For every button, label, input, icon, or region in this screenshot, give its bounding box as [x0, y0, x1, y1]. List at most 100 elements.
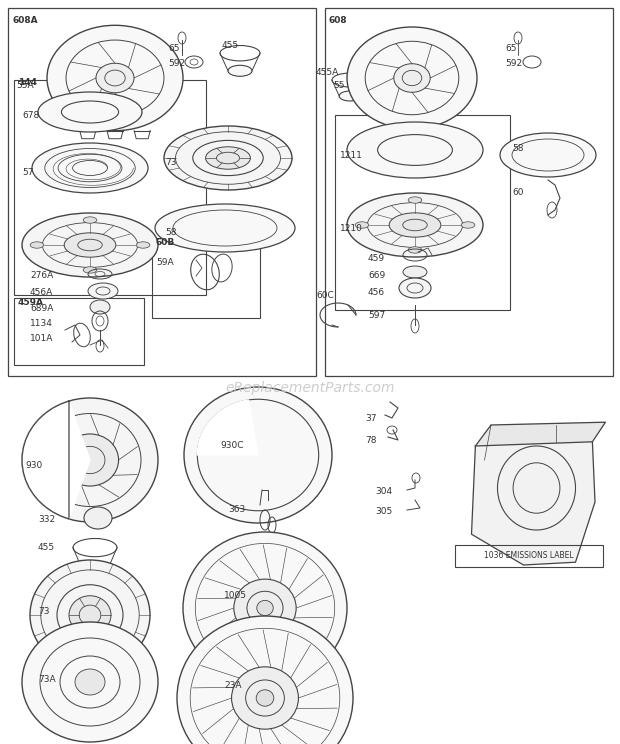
Ellipse shape	[84, 507, 112, 529]
Ellipse shape	[47, 25, 183, 131]
Text: 60B: 60B	[156, 237, 175, 246]
Ellipse shape	[408, 247, 422, 253]
Text: 592: 592	[505, 59, 522, 68]
Ellipse shape	[64, 233, 116, 257]
Ellipse shape	[403, 266, 427, 278]
Bar	[14, 80, 206, 295]
Ellipse shape	[69, 596, 111, 634]
Text: 59A: 59A	[156, 257, 174, 266]
Ellipse shape	[22, 398, 158, 522]
Text: 678: 678	[22, 111, 39, 120]
Bar	[152, 238, 260, 318]
Ellipse shape	[136, 242, 150, 248]
Ellipse shape	[30, 242, 44, 248]
Text: 65: 65	[505, 43, 516, 53]
Text: 78: 78	[365, 435, 376, 444]
Ellipse shape	[257, 600, 273, 615]
Text: 930: 930	[25, 461, 42, 469]
Text: 60C: 60C	[316, 290, 334, 300]
Ellipse shape	[164, 126, 292, 190]
Ellipse shape	[30, 560, 150, 670]
Text: 1036 EMISSIONS LABEL: 1036 EMISSIONS LABEL	[484, 551, 574, 560]
Ellipse shape	[206, 147, 250, 169]
Text: 455: 455	[222, 40, 239, 50]
Text: 73A: 73A	[38, 676, 56, 684]
Text: 55: 55	[333, 80, 345, 89]
Ellipse shape	[155, 204, 295, 252]
Bar	[14, 298, 144, 365]
Bar	[455, 545, 603, 567]
Ellipse shape	[184, 387, 332, 523]
Text: 363: 363	[228, 505, 246, 515]
Text: 23A: 23A	[224, 681, 242, 690]
Ellipse shape	[183, 532, 347, 684]
Text: 1134: 1134	[30, 318, 53, 327]
Ellipse shape	[82, 562, 108, 575]
Ellipse shape	[394, 64, 430, 92]
Text: 37: 37	[365, 414, 376, 423]
Ellipse shape	[256, 690, 274, 706]
Text: 455A: 455A	[316, 68, 339, 77]
Ellipse shape	[339, 91, 361, 101]
Ellipse shape	[38, 92, 142, 132]
Text: 455: 455	[38, 544, 55, 553]
Ellipse shape	[408, 197, 422, 203]
Text: 73: 73	[38, 608, 50, 617]
Polygon shape	[476, 422, 605, 446]
Ellipse shape	[75, 669, 105, 695]
Bar	[335, 115, 510, 310]
Text: 930C: 930C	[220, 440, 244, 449]
Bar	[325, 8, 613, 376]
Ellipse shape	[461, 222, 475, 228]
Text: 305: 305	[375, 507, 392, 516]
Ellipse shape	[90, 300, 110, 314]
Text: 332: 332	[38, 516, 55, 525]
Ellipse shape	[231, 667, 298, 729]
Text: 1210: 1210	[340, 223, 363, 233]
Polygon shape	[197, 400, 258, 455]
Text: 1005: 1005	[224, 591, 247, 600]
Ellipse shape	[177, 616, 353, 744]
Text: 1211: 1211	[340, 150, 363, 159]
Text: 456A: 456A	[30, 287, 53, 297]
Ellipse shape	[22, 622, 158, 742]
Ellipse shape	[61, 434, 118, 486]
Text: 669: 669	[368, 271, 385, 280]
Text: 608A: 608A	[12, 16, 38, 25]
Ellipse shape	[83, 267, 97, 273]
Text: 101A: 101A	[30, 333, 53, 342]
Ellipse shape	[399, 278, 431, 298]
Text: 73: 73	[165, 158, 177, 167]
Text: 608: 608	[329, 16, 348, 25]
Text: 597: 597	[368, 310, 385, 319]
Ellipse shape	[228, 65, 252, 77]
Text: 58: 58	[512, 144, 523, 153]
Ellipse shape	[83, 217, 97, 223]
Bar	[8, 8, 316, 376]
Text: 304: 304	[375, 487, 392, 496]
Ellipse shape	[22, 213, 158, 277]
Text: 456: 456	[368, 287, 385, 297]
Ellipse shape	[347, 193, 483, 257]
Ellipse shape	[96, 63, 134, 93]
Text: 592: 592	[168, 59, 185, 68]
Text: 55A: 55A	[16, 80, 33, 89]
Ellipse shape	[347, 27, 477, 129]
Text: 459A: 459A	[18, 298, 44, 307]
Ellipse shape	[234, 579, 296, 637]
Polygon shape	[22, 401, 90, 519]
Text: 459: 459	[368, 254, 385, 263]
Text: 276A: 276A	[30, 271, 53, 280]
Ellipse shape	[389, 213, 441, 237]
Text: 57: 57	[22, 167, 33, 176]
Text: 65: 65	[168, 43, 180, 53]
Text: 144: 144	[18, 77, 37, 86]
Ellipse shape	[355, 222, 369, 228]
Text: 689A: 689A	[30, 304, 53, 312]
Text: 60: 60	[512, 187, 523, 196]
Polygon shape	[471, 442, 595, 565]
Ellipse shape	[347, 122, 483, 178]
Text: 58: 58	[165, 228, 177, 237]
Ellipse shape	[32, 143, 148, 193]
Ellipse shape	[500, 133, 596, 177]
